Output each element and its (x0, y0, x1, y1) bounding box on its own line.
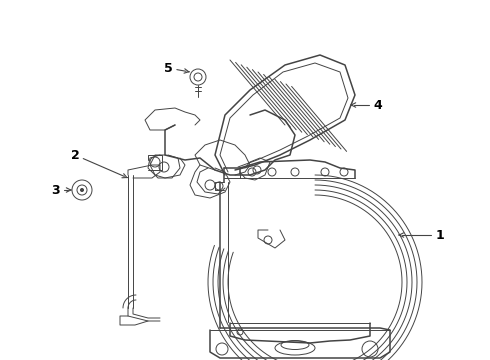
Text: 1: 1 (436, 229, 444, 242)
Circle shape (80, 189, 83, 192)
Text: 2: 2 (71, 149, 79, 162)
Text: 4: 4 (374, 99, 382, 112)
Text: 5: 5 (164, 62, 172, 75)
Text: 3: 3 (50, 184, 59, 197)
